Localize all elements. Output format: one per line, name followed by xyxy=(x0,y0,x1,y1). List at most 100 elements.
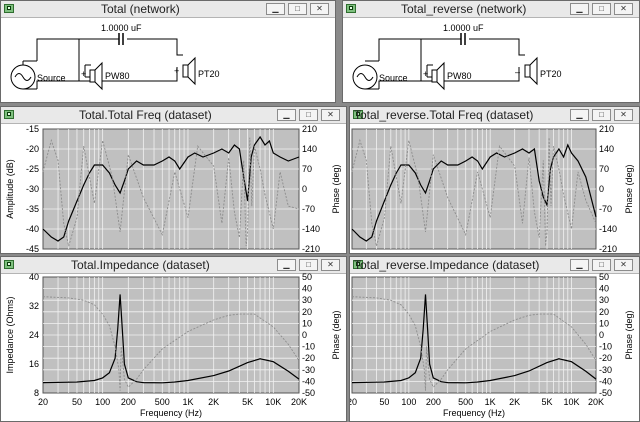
x-tick-label: 100 xyxy=(95,397,110,407)
y2-tick-label: 0 xyxy=(302,184,307,194)
y2-tick-label: -20 xyxy=(302,353,315,363)
x-tick-label: 5K xyxy=(242,397,253,407)
app-icon[interactable] xyxy=(346,4,356,13)
close-button[interactable]: ✕ xyxy=(614,3,633,15)
minimize-button[interactable]: ▁ xyxy=(570,3,589,15)
title-bar[interactable]: Total (network) ▁ □ ✕ xyxy=(1,1,335,18)
y2-tick-label: 50 xyxy=(302,273,312,282)
amplitude-line xyxy=(351,143,597,242)
minimize-button[interactable]: ▁ xyxy=(277,259,296,271)
close-button[interactable]: ✕ xyxy=(614,109,633,121)
speaker-icon-tweeter[interactable] xyxy=(524,56,538,86)
network-window-total[interactable]: Total (network) ▁ □ ✕ 1.0000 uF Source +… xyxy=(0,0,336,103)
y2-tick-label: -140 xyxy=(302,224,320,234)
x-tick-label: 100 xyxy=(401,397,416,407)
tweeter-polarity: – xyxy=(515,67,520,77)
x-axis-label: Frequency (Hz) xyxy=(443,408,505,418)
y-tick-label: -15 xyxy=(26,124,39,134)
close-button[interactable]: ✕ xyxy=(614,259,633,271)
maximize-button[interactable]: □ xyxy=(299,259,318,271)
maximize-button[interactable]: □ xyxy=(592,3,611,15)
x-tick-label: 20 xyxy=(350,397,357,407)
window-title: Total.Impedance (dataset) xyxy=(71,258,210,272)
freq-chart-total-reverse[interactable]: 210 140 70 0 -70 -140 -210 Phase (deg) xyxy=(350,123,640,254)
y2-axis-label: Phase (deg) xyxy=(331,164,341,213)
woofer-polarity: + xyxy=(81,69,86,79)
title-bar[interactable]: Total_reverse.Total Freq (dataset) ▁ □ ✕ xyxy=(350,107,639,124)
title-bar[interactable]: Total_reverse (network) ▁ □ ✕ xyxy=(343,1,639,18)
y2-tick-label: -10 xyxy=(302,342,315,352)
y2-tick-label: -40 xyxy=(599,376,612,386)
y2-tick-label: -70 xyxy=(599,204,612,214)
minimize-button[interactable]: ▁ xyxy=(266,3,285,15)
app-icon[interactable] xyxy=(353,110,363,119)
source-label: Source xyxy=(379,73,408,83)
x-tick-label: 2K xyxy=(509,397,520,407)
minimize-button[interactable]: ▁ xyxy=(277,109,296,121)
y-axis-label: Amplitude (dB) xyxy=(5,159,15,219)
title-bar[interactable]: Total.Total Freq (dataset) ▁ □ ✕ xyxy=(1,107,346,124)
x-tick-label: 200 xyxy=(121,397,136,407)
window-title: Total_reverse.Total Freq (dataset) xyxy=(354,108,534,122)
speaker-icon-woofer[interactable] xyxy=(431,61,445,91)
close-button[interactable]: ✕ xyxy=(321,109,340,121)
app-icon[interactable] xyxy=(4,260,14,269)
x-tick-label: 20 xyxy=(38,397,48,407)
maximize-button[interactable]: □ xyxy=(288,3,307,15)
close-button[interactable]: ✕ xyxy=(310,3,329,15)
y-tick-label: 8 xyxy=(34,388,39,398)
y2-tick-label: 30 xyxy=(599,295,609,305)
speaker-icon-woofer[interactable] xyxy=(89,61,103,91)
freq-window-total-reverse[interactable]: Total_reverse.Total Freq (dataset) ▁ □ ✕… xyxy=(349,106,640,254)
impedance-chart-total-reverse[interactable]: 50403020100-10-20-30-40-5020501002005001… xyxy=(350,273,640,422)
impedance-window-total[interactable]: Total.Impedance (dataset) ▁ □ ✕ 40 32 24 16… xyxy=(0,256,347,422)
y-tick-label: 16 xyxy=(29,359,39,369)
x-tick-label: 1K xyxy=(182,397,193,407)
phase-line xyxy=(351,137,597,247)
y-tick-label: -25 xyxy=(26,164,39,174)
maximize-button[interactable]: □ xyxy=(592,259,611,271)
y2-tick-label: 20 xyxy=(302,307,312,317)
x-tick-label: 50 xyxy=(379,397,389,407)
minimize-button[interactable]: ▁ xyxy=(570,109,589,121)
x-tick-label: 500 xyxy=(458,397,473,407)
x-tick-label: 20K xyxy=(291,397,307,407)
y2-tick-label: 50 xyxy=(599,273,609,282)
x-tick-label: 500 xyxy=(155,397,170,407)
y-tick-label: 32 xyxy=(29,301,39,311)
minimize-button[interactable]: ▁ xyxy=(570,259,589,271)
app-icon[interactable] xyxy=(4,4,14,13)
y2-tick-label: -50 xyxy=(302,388,315,398)
freq-chart-total[interactable]: -15 -20 -25 -30 -35 -40 -45 210 140 70 0 -70 -140 -21… xyxy=(1,123,347,254)
y2-tick-label: 210 xyxy=(599,124,614,134)
title-bar[interactable]: Total.Impedance (dataset) ▁ □ ✕ xyxy=(1,257,346,274)
phase-line xyxy=(42,296,300,391)
impedance-window-total-reverse[interactable]: Total_reverse.Impedance (dataset) ▁ □ ✕ … xyxy=(349,256,640,422)
speaker-icon-tweeter[interactable] xyxy=(182,56,196,86)
maximize-button[interactable]: □ xyxy=(299,109,318,121)
network-schematic[interactable]: 1.0000 uF Source + PW80 + PT20 xyxy=(1,17,336,103)
x-axis-label: Frequency (Hz) xyxy=(140,408,202,418)
x-tick-label: 50 xyxy=(72,397,82,407)
freq-window-total[interactable]: Total.Total Freq (dataset) ▁ □ ✕ -15 -20-… xyxy=(0,106,347,254)
y2-tick-label: 30 xyxy=(302,295,312,305)
app-icon[interactable] xyxy=(4,110,14,119)
close-button[interactable]: ✕ xyxy=(321,259,340,271)
y2-tick-label: 140 xyxy=(302,144,317,154)
y2-tick-label: -30 xyxy=(599,365,612,375)
y-tick-label: -35 xyxy=(26,204,39,214)
maximize-button[interactable]: □ xyxy=(592,109,611,121)
y-tick-label: -45 xyxy=(26,244,39,254)
app-icon[interactable] xyxy=(353,260,363,269)
y2-tick-label: -10 xyxy=(599,342,612,352)
network-window-total-reverse[interactable]: Total_reverse (network) ▁ □ ✕ 1.0000 uF … xyxy=(342,0,640,103)
source-label: Source xyxy=(37,73,66,83)
y2-tick-label: -20 xyxy=(599,353,612,363)
title-bar[interactable]: Total_reverse.Impedance (dataset) ▁ □ ✕ xyxy=(350,257,639,274)
network-schematic[interactable]: 1.0000 uF Source + PW80 – PT20 xyxy=(343,17,640,103)
y2-tick-label: 210 xyxy=(302,124,317,134)
tweeter-label: PT20 xyxy=(198,69,220,79)
y-axis-label: Impedance (Ohms) xyxy=(5,296,15,373)
y2-tick-label: -70 xyxy=(302,204,315,214)
